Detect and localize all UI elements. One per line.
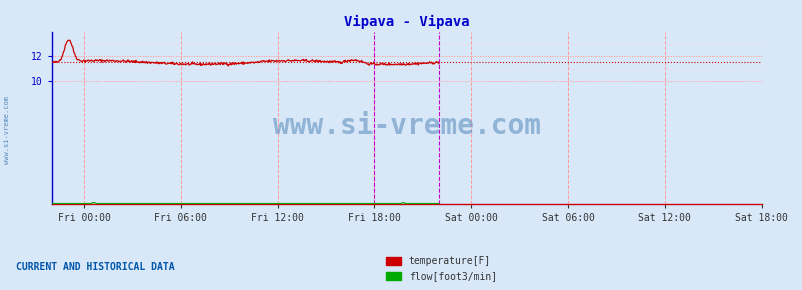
- Text: www.si-vreme.com: www.si-vreme.com: [273, 112, 540, 140]
- Legend: temperature[F], flow[foot3/min]: temperature[F], flow[foot3/min]: [382, 253, 500, 285]
- Title: Vipava - Vipava: Vipava - Vipava: [343, 15, 469, 29]
- Text: www.si-vreme.com: www.si-vreme.com: [4, 97, 10, 164]
- Text: CURRENT AND HISTORICAL DATA: CURRENT AND HISTORICAL DATA: [16, 262, 175, 272]
